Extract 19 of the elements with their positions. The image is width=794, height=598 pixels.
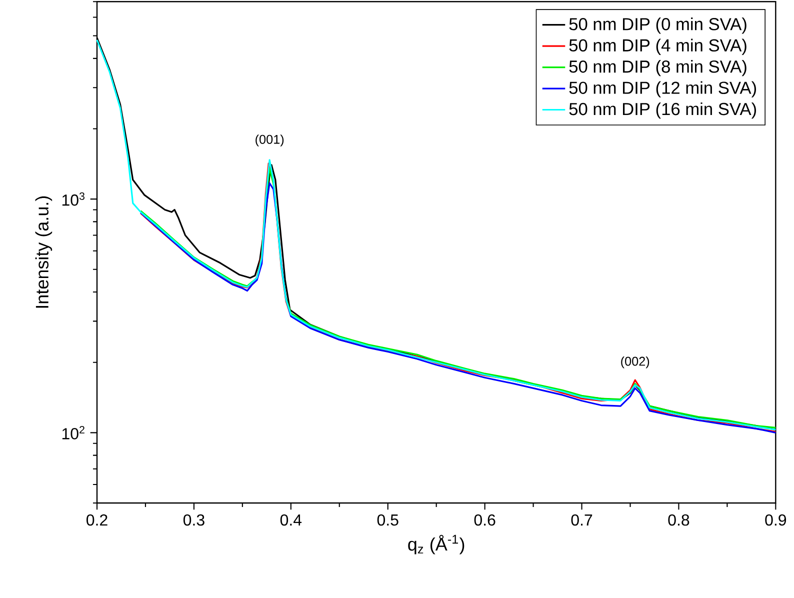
y-axis-title: Intensity (a.u.) — [35, 196, 52, 308]
x-tick-label: 0.7 — [571, 514, 592, 526]
x-tick-label: 0.3 — [183, 514, 204, 526]
x-tick-label: 0.5 — [377, 514, 398, 526]
x-axis-title: q$_{z}$ (Å$^{-1}$) — [408, 534, 464, 554]
annotation: (001) — [256, 134, 284, 146]
legend-label: 50 nm DIP (4 min SVA) — [569, 38, 746, 55]
x-tick-label: 0.8 — [668, 514, 690, 526]
y-tick-label: 10$^{3}$ — [62, 192, 84, 206]
x-tick-label: 0.2 — [86, 514, 108, 526]
x-tick-label: 0.6 — [474, 514, 496, 526]
y-tick-label: 10$^{2}$ — [62, 426, 84, 440]
x-tick-label: 0.9 — [765, 514, 786, 526]
legend-label: 50 nm DIP (0 min SVA) — [569, 18, 746, 34]
legend-label: 50 nm DIP (12 min SVA) — [569, 81, 756, 98]
x-tick-label: 0.4 — [280, 514, 302, 526]
legend-label: 50 nm DIP (16 min SVA) — [569, 102, 756, 119]
annotation: (002) — [621, 356, 650, 368]
legend-label: 50 nm DIP (8 min SVA) — [569, 60, 746, 76]
